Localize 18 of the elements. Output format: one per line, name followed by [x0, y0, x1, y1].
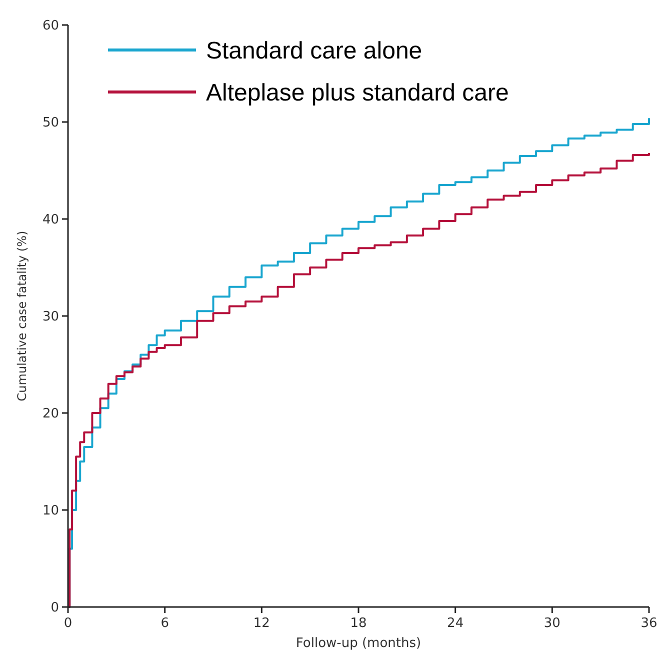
- x-tick-label: 12: [253, 616, 270, 631]
- x-tick-label: 18: [350, 616, 367, 631]
- y-tick-label: 50: [42, 116, 59, 131]
- y-tick-label: 10: [42, 504, 59, 519]
- y-tick-label: 60: [42, 18, 59, 34]
- x-tick-label: 0: [64, 616, 72, 631]
- y-axis-title: Cumulative case fatality (%): [15, 230, 29, 402]
- y-tick-label: 30: [42, 310, 59, 325]
- x-tick-label: 6: [160, 616, 169, 631]
- x-tick-label: 30: [544, 616, 560, 631]
- y-tick-label: 40: [42, 212, 59, 228]
- x-tick-label: 24: [447, 616, 464, 631]
- x-tick-label: 36: [640, 616, 658, 631]
- x-axis-title: Follow-up (months): [296, 636, 422, 651]
- legend-label: Alteplase plus standard care: [206, 79, 509, 106]
- legend-label: Standard care alone: [206, 37, 422, 64]
- y-tick-label: 0: [50, 600, 59, 616]
- y-tick-label: 20: [42, 406, 59, 422]
